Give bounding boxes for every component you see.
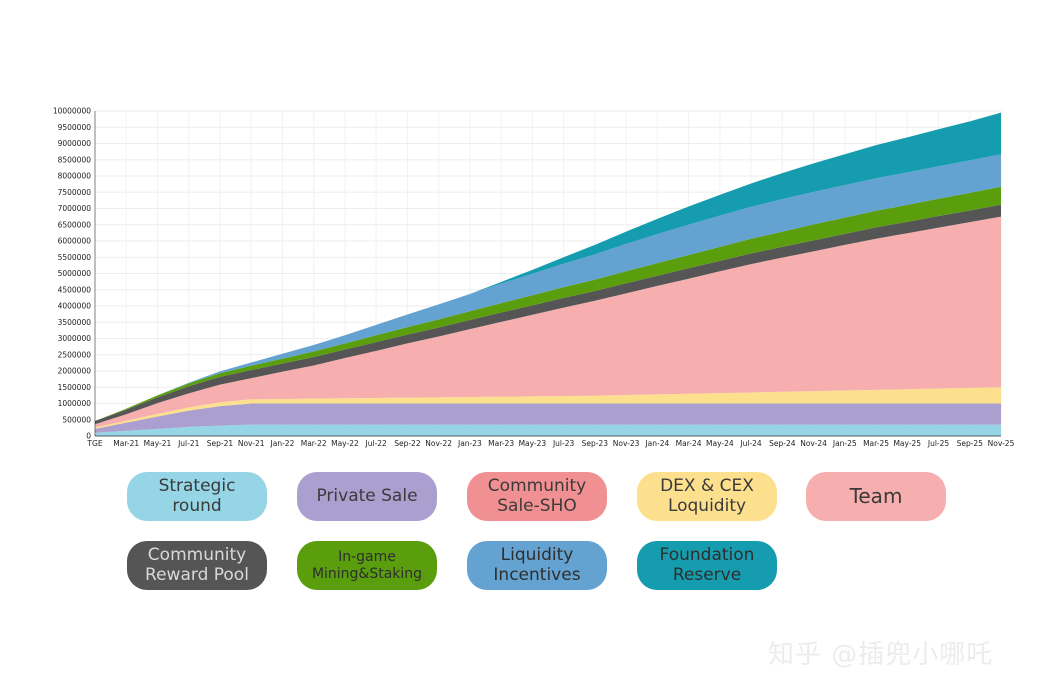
legend-label: Liquidity Incentives	[493, 544, 581, 585]
area-series-team	[95, 216, 1001, 428]
area-series-in-game-mining-staking	[95, 186, 1001, 422]
legend-label: Strategic round	[158, 475, 236, 516]
x-tick-label: Jan-23	[457, 439, 482, 448]
y-tick-label: 10000000	[53, 107, 91, 116]
legend-label: Community Sale-SHO	[487, 475, 587, 516]
area-series-strategic-round	[95, 424, 1001, 436]
y-tick-label: 9000000	[58, 139, 92, 148]
y-tick-label: 4000000	[58, 302, 92, 311]
x-tick-label: Nov-21	[238, 439, 265, 448]
x-tick-label: Jan-25	[832, 439, 857, 448]
area-series-dex-cex-loquidity	[95, 387, 1001, 429]
legend-label: Private Sale	[316, 485, 418, 506]
legend-label: Team	[849, 484, 903, 508]
y-tick-label: 8500000	[58, 155, 92, 164]
legend-item: Community Reward Pool	[127, 541, 267, 590]
y-tick-label: 5500000	[58, 253, 92, 262]
watermark: 知乎 @插兜小哪吒	[768, 640, 994, 670]
legend-item: Liquidity Incentives	[467, 541, 607, 590]
x-tick-label: May-23	[519, 439, 547, 448]
x-tick-label: May-22	[331, 439, 359, 448]
chart-canvas: 0 500000 1000000 1500000 2000000 2500000 30000…	[53, 107, 1015, 449]
legend-item: Private Sale	[297, 472, 437, 521]
y-tick-label: 5000000	[58, 269, 92, 278]
x-tick-label: Sep-25	[957, 439, 984, 448]
x-tick-label: May-21	[144, 439, 172, 448]
area-layers	[95, 112, 1001, 436]
x-tick-label: Mar-22	[301, 439, 327, 448]
legend-item: Community Sale-SHO	[467, 472, 607, 521]
x-tick-label: Sep-23	[582, 439, 609, 448]
y-tick-label: 1000000	[58, 399, 92, 408]
area-series-community-reward-pool	[95, 204, 1001, 425]
x-tick-label: Mar-25	[863, 439, 889, 448]
x-tick-label: Jan-24	[644, 439, 669, 448]
legend-item: Foundation Reserve	[637, 541, 777, 590]
x-tick-label: Sep-21	[207, 439, 234, 448]
y-tick-label: 2500000	[58, 350, 92, 359]
legend-item: DEX & CEX Loquidity	[637, 472, 777, 521]
y-tick-label: 0	[86, 432, 91, 441]
y-tick-label: 4500000	[58, 285, 92, 294]
y-tick-label: 3500000	[58, 318, 92, 327]
x-tick-label: Jul-21	[177, 439, 200, 448]
x-tick-label: Jan-22	[270, 439, 295, 448]
x-tick-label: Jul-22	[365, 439, 388, 448]
legend-label: DEX & CEX Loquidity	[660, 475, 754, 516]
x-tick-label: Nov-22	[425, 439, 452, 448]
x-tick-label: Mar-24	[676, 439, 702, 448]
area-series-foundation-reserve	[95, 112, 1001, 422]
legend-label: Foundation Reserve	[659, 544, 755, 585]
legend-item: Strategic round	[127, 472, 267, 521]
x-tick-label: Jul-24	[739, 439, 762, 448]
legend-item: Team	[806, 472, 946, 521]
x-tick-label: Jul-23	[552, 439, 575, 448]
x-tick-label: Mar-21	[113, 439, 139, 448]
legend-label: Community Reward Pool	[145, 544, 249, 585]
x-tick-label: Mar-23	[488, 439, 514, 448]
x-tick-label: Nov-25	[988, 439, 1015, 448]
legend-item: In-game Mining&Staking	[297, 541, 437, 590]
y-tick-label: 7000000	[58, 204, 92, 213]
x-tick-label: Nov-23	[613, 439, 640, 448]
y-tick-label: 1500000	[58, 383, 92, 392]
x-tick-label: Sep-24	[769, 439, 796, 448]
x-tick-label: Sep-22	[394, 439, 421, 448]
stacked-area-chart: 0 500000 1000000 1500000 2000000 2500000 30000…	[53, 107, 1015, 449]
y-tick-label: 2000000	[58, 367, 92, 376]
x-tick-label: Jul-25	[927, 439, 950, 448]
area-series-private-sale	[95, 403, 1001, 433]
legend-label: In-game Mining&Staking	[311, 549, 423, 582]
y-tick-label: 7500000	[58, 188, 92, 197]
x-tick-label: Nov-24	[800, 439, 827, 448]
x-tick-label: May-24	[706, 439, 734, 448]
x-tick-label: TGE	[86, 439, 102, 448]
y-tick-label: 500000	[62, 415, 91, 424]
y-tick-label: 8000000	[58, 172, 92, 181]
y-tick-label: 9500000	[58, 123, 92, 132]
x-tick-label: May-25	[893, 439, 921, 448]
y-tick-label: 3000000	[58, 334, 92, 343]
area-series-liquidity-incentives	[95, 154, 1001, 422]
y-tick-label: 6500000	[58, 220, 92, 229]
y-tick-label: 6000000	[58, 237, 92, 246]
